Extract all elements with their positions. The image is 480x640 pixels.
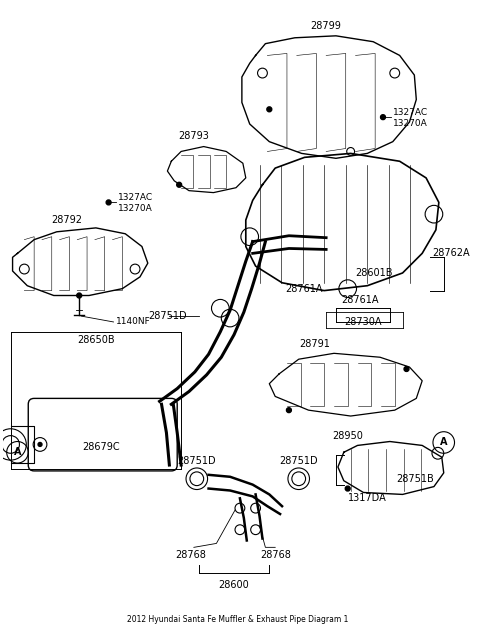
Text: 28791: 28791: [299, 339, 330, 349]
Text: 28751B: 28751B: [396, 474, 434, 484]
Text: A: A: [440, 438, 447, 447]
FancyBboxPatch shape: [28, 398, 177, 471]
Text: 28793: 28793: [179, 131, 209, 141]
Text: 2012 Hyundai Santa Fe Muffler & Exhaust Pipe Diagram 1: 2012 Hyundai Santa Fe Muffler & Exhaust …: [127, 615, 348, 625]
Circle shape: [106, 200, 111, 205]
Circle shape: [38, 442, 42, 447]
Text: A: A: [14, 447, 21, 458]
Text: 28761A: 28761A: [341, 296, 378, 305]
Text: 28600: 28600: [219, 580, 250, 589]
Text: 28768: 28768: [176, 550, 206, 560]
Text: 1327AC: 1327AC: [119, 193, 154, 202]
Circle shape: [177, 182, 181, 188]
Text: 28751D: 28751D: [279, 456, 318, 466]
Text: 28650B: 28650B: [77, 335, 115, 344]
Circle shape: [345, 486, 350, 491]
Text: 28601B: 28601B: [356, 268, 393, 278]
Circle shape: [287, 408, 291, 413]
Circle shape: [381, 115, 385, 120]
Text: 1140NF: 1140NF: [116, 317, 150, 326]
Text: 28761A: 28761A: [285, 284, 323, 294]
Text: 28751D: 28751D: [178, 456, 216, 466]
Text: 13270A: 13270A: [393, 118, 428, 127]
Text: 28799: 28799: [311, 21, 342, 31]
Text: 28730A: 28730A: [345, 317, 382, 327]
Text: 28768: 28768: [260, 550, 290, 560]
Text: 28950: 28950: [332, 431, 363, 440]
Text: 28679C: 28679C: [82, 442, 120, 452]
Circle shape: [267, 107, 272, 112]
Text: 1327AC: 1327AC: [393, 108, 428, 116]
Text: 1317DA: 1317DA: [348, 493, 387, 503]
Text: 28792: 28792: [51, 215, 82, 225]
Circle shape: [77, 293, 82, 298]
Circle shape: [404, 367, 409, 371]
Text: 13270A: 13270A: [119, 204, 153, 212]
Text: 28762A: 28762A: [432, 248, 469, 259]
Text: 28751D: 28751D: [148, 311, 187, 321]
